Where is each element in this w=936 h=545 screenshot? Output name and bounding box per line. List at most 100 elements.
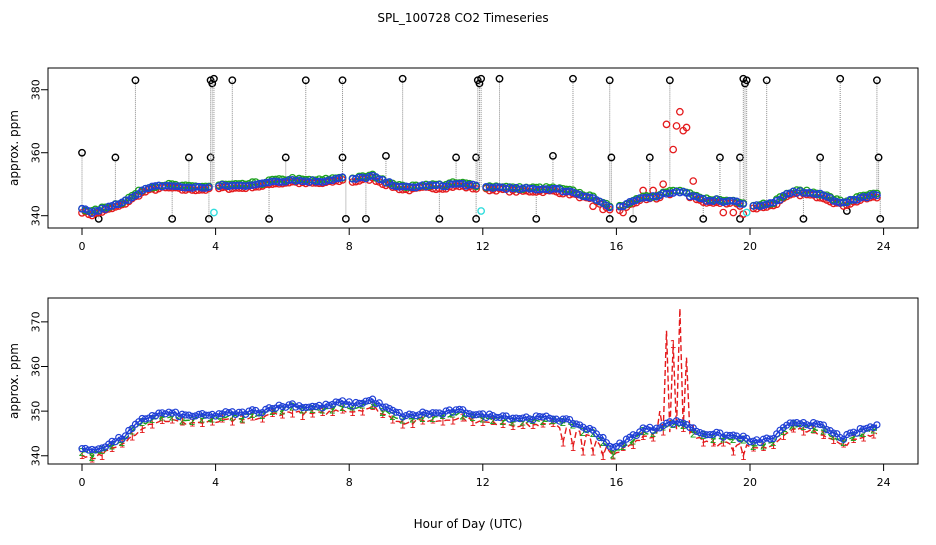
series-2-symbol: 2: [339, 401, 346, 414]
series-3-point: [265, 404, 273, 412]
series-2-symbol: 2: [610, 449, 617, 462]
series-3-point: [759, 435, 767, 443]
series-1-symbol: 1: [149, 418, 156, 431]
series-3-point: [205, 411, 213, 419]
series-1-symbol: 1: [259, 413, 266, 426]
series-1-symbol: 1: [600, 450, 607, 463]
series-3-point: [368, 395, 377, 403]
series-3-point: [492, 413, 500, 421]
series-1-symbol: 1: [640, 430, 647, 443]
series-2-symbol: 2: [189, 415, 196, 428]
series-1-symbol: 1: [209, 415, 216, 428]
series-3-point: [178, 410, 186, 418]
spike-point: [341, 214, 350, 223]
series-3-point: [746, 438, 754, 446]
series-3-point: [679, 419, 687, 427]
series-2-symbol: 2: [429, 412, 436, 425]
series-1-symbol: 1: [559, 436, 566, 449]
series-3-point: [305, 403, 313, 411]
series-3-point: [789, 419, 798, 427]
series-3-point: [549, 415, 557, 423]
series-2-symbol: 2: [89, 451, 96, 464]
series-blue-point: [375, 175, 384, 184]
series-1-symbol: 1: [680, 422, 687, 435]
series-3-point: [545, 414, 554, 422]
y-axis-label: approx. ppm: [7, 343, 21, 419]
series-3-point: [596, 433, 604, 442]
series-3-point: [606, 442, 614, 450]
series-blue-point: [455, 179, 464, 188]
spike-point: [762, 76, 771, 85]
series-2-symbol: 2: [810, 423, 817, 436]
series-blue-point: [605, 203, 614, 212]
series-blue-point: [141, 184, 150, 193]
series-2-symbol: 2: [519, 415, 526, 428]
series-3-point: [766, 435, 774, 443]
spike-point: [874, 153, 883, 162]
series-3-point: [115, 433, 123, 442]
y-tick-label: 370: [30, 311, 43, 332]
series-1-symbol: 1: [359, 405, 366, 418]
series-3-point: [712, 428, 721, 436]
series-2-symbol: 2: [459, 410, 466, 423]
series-3-point: [796, 420, 804, 428]
series-3-point: [629, 431, 637, 439]
series-blue-point: [552, 184, 561, 193]
series-blue-point: [78, 204, 86, 213]
series-1-symbol: 1: [569, 441, 576, 454]
series-3-point: [255, 409, 263, 417]
series-2-symbol: 2: [169, 410, 176, 423]
series-1-symbol: 1: [700, 436, 707, 449]
series-3-point: [165, 408, 173, 416]
series-3-point: [302, 403, 310, 411]
series-1-symbol: 1: [409, 418, 416, 431]
x-tick-label: 12: [476, 240, 490, 253]
series-1-symbol: 1: [690, 423, 697, 436]
series-3-point: [763, 434, 771, 442]
series-3-point: [793, 419, 801, 427]
series-2-symbol: 2: [750, 440, 757, 453]
x-tick-label: 24: [877, 476, 891, 489]
series-blue-point: [629, 197, 637, 206]
series-1-symbol: 1: [710, 436, 717, 449]
spike-point: [452, 153, 460, 162]
series-3-point: [509, 414, 517, 422]
series-blue-point: [869, 190, 878, 199]
series-2-symbol: 2: [479, 413, 486, 426]
series-1-symbol: 1: [159, 414, 166, 427]
series-red-point: [719, 208, 728, 217]
spike-point: [265, 214, 273, 223]
series-3-point: [379, 403, 387, 411]
series-3-point: [616, 439, 624, 447]
series-3-point: [499, 412, 507, 420]
series-3-point: [749, 437, 757, 445]
spike-point: [569, 74, 577, 83]
spike-point: [472, 153, 481, 162]
series-blue-point: [368, 171, 377, 180]
series-blue-point: [338, 173, 347, 182]
series-3-point: [662, 419, 671, 427]
series-3-point: [292, 403, 300, 411]
series-3-point: [201, 411, 210, 419]
series-1-symbol: 1: [449, 414, 456, 427]
series-3-point: [81, 444, 89, 453]
series-3-point: [312, 403, 320, 411]
series-3-point: [268, 405, 276, 413]
series-blue-point: [111, 200, 120, 209]
y-tick-label: 360: [30, 142, 43, 163]
series-2-symbol: 2: [499, 415, 506, 428]
series-1-symbol: 1: [580, 445, 587, 458]
spike-point: [78, 148, 86, 157]
series-3-point: [599, 433, 607, 442]
cyan-point: [210, 208, 218, 217]
series-3-point: [395, 408, 403, 417]
spike-point: [645, 153, 654, 162]
spike-point: [495, 74, 504, 83]
series-2-symbol: 2: [159, 411, 166, 424]
series-red-point: [729, 208, 738, 217]
series-2-symbol: 2: [359, 398, 366, 411]
series-blue-point: [205, 183, 213, 191]
x-tick-label: 4: [212, 240, 219, 253]
series-blue-point: [696, 194, 704, 203]
series-2-symbol: 2: [199, 413, 206, 426]
